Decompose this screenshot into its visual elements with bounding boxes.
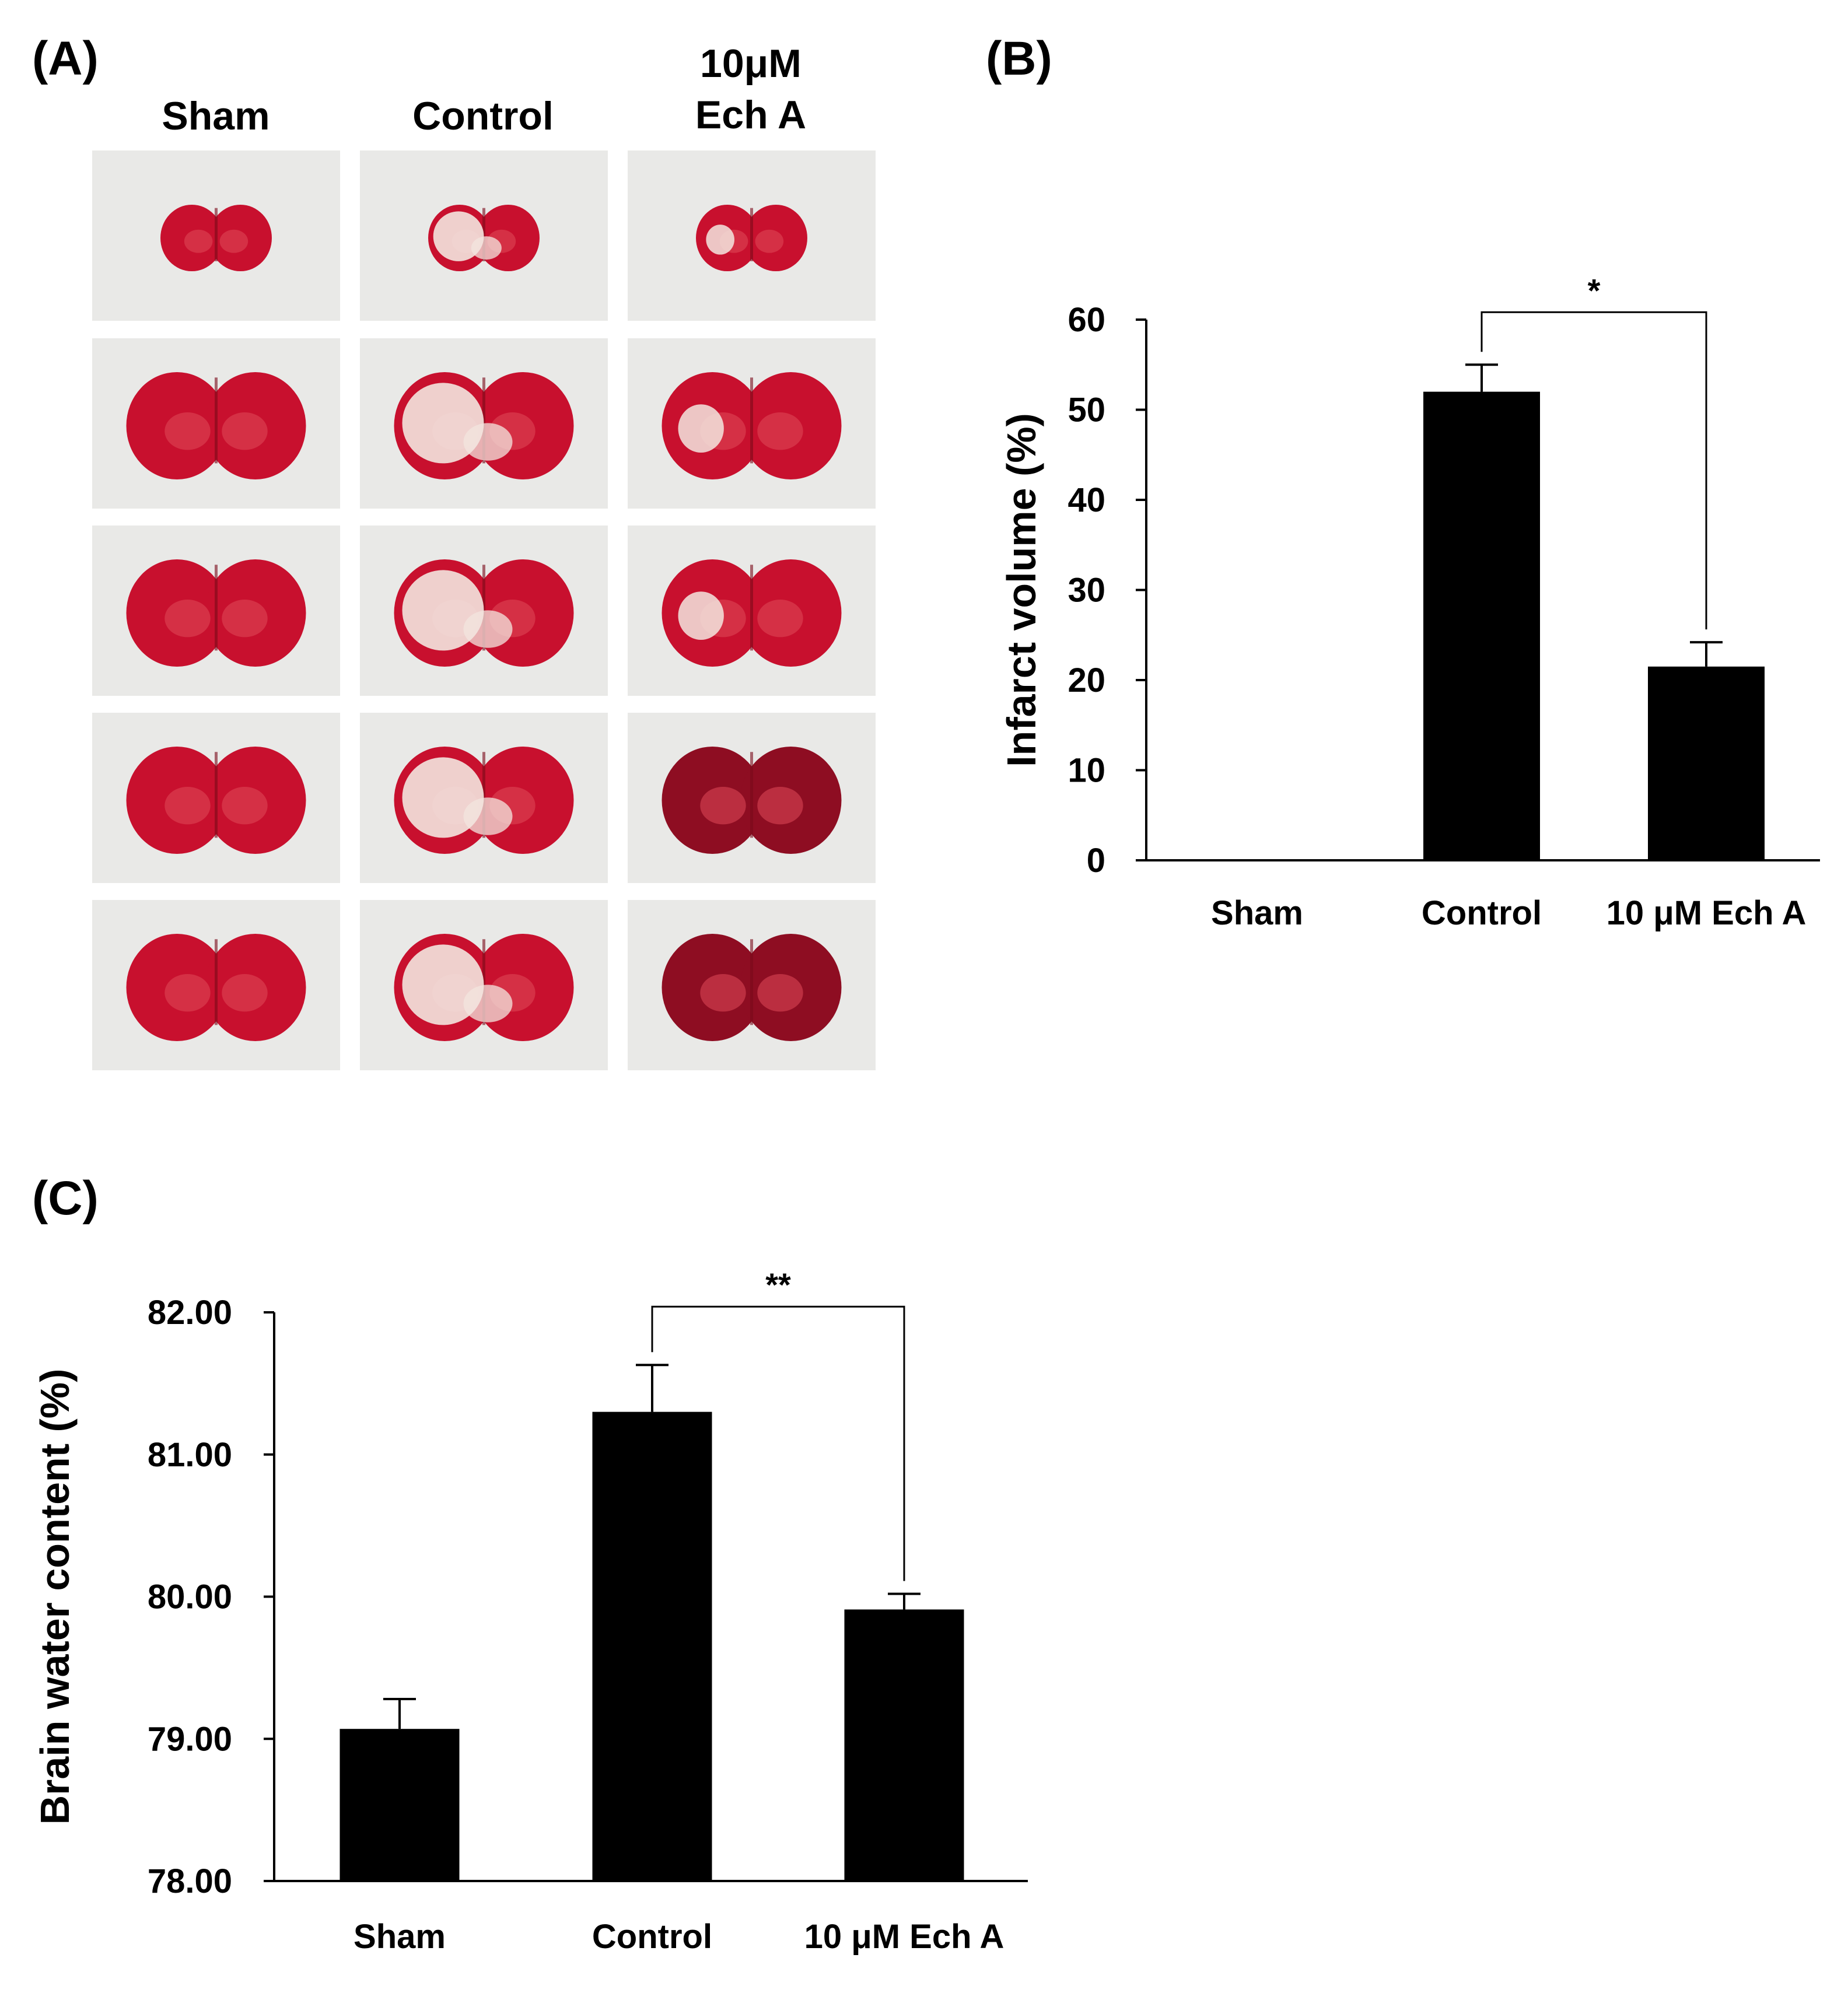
brain-inner-structure	[222, 600, 268, 638]
brain-slice-photo-ech-a-1	[628, 150, 876, 321]
y-tick-label: 10	[1068, 752, 1105, 790]
brain-inner-structure	[222, 412, 268, 450]
brain-slice-photo-sham-1	[92, 150, 340, 321]
infarct-area	[678, 404, 724, 453]
x-category-label: 10 μM Ech A	[1606, 894, 1807, 932]
y-tick-label: 20	[1068, 661, 1105, 699]
y-tick-label: 81.00	[148, 1436, 232, 1474]
y-tick-label: 78.00	[148, 1862, 232, 1900]
infarct-area	[463, 423, 513, 461]
infarct-area	[402, 944, 484, 1025]
brain-slice-photo-grid	[92, 150, 876, 1070]
photo-column-headers: Sham Control 10μM Ech A	[162, 41, 806, 138]
brain-inner-structure	[164, 974, 211, 1012]
brain-inner-structure	[757, 412, 803, 450]
bar-1	[340, 1729, 460, 1881]
brain-slice-photo-control-3	[360, 526, 608, 696]
y-tick-label: 0	[1087, 842, 1105, 880]
brain-slice-photo-control-5	[360, 900, 608, 1070]
significance-label: *	[1588, 272, 1601, 309]
panel-label-a: (A)	[32, 32, 99, 85]
brain-slice-photo-control-2	[360, 338, 608, 509]
column-header-ech-a-line1: 10μM	[700, 41, 802, 86]
infarct-area	[706, 225, 734, 255]
infarct-area	[463, 610, 513, 648]
y-tick-label: 60	[1068, 301, 1105, 339]
brain-slice-photo-ech-a-2	[628, 338, 876, 509]
infarct-area	[402, 383, 484, 464]
y-tick-label: 40	[1068, 481, 1105, 519]
infarct-area	[433, 211, 484, 261]
infarct-area	[402, 757, 484, 838]
brain-inner-structure	[219, 229, 249, 253]
y-tick-label: 80.00	[148, 1578, 232, 1616]
x-category-label: Sham	[1211, 894, 1303, 932]
brain-slice-photo-ech-a-3	[628, 526, 876, 696]
column-header-sham: Sham	[162, 94, 270, 138]
y-axis-title: Infarct volume (%)	[999, 413, 1044, 767]
significance-bracket	[1480, 311, 1707, 630]
brain-inner-structure	[184, 229, 213, 253]
y-axis-title: Brain water content (%)	[32, 1369, 78, 1825]
brain-slice-photo-sham-3	[92, 526, 340, 696]
brain-slice-photo-control-4	[360, 713, 608, 883]
brain-slice-photo-ech-a-4	[628, 713, 876, 883]
brain-inner-structure	[700, 787, 746, 825]
x-category-label: Control	[592, 1918, 712, 1956]
infarct-area	[471, 236, 502, 260]
brain-slice-photo-sham-5	[92, 900, 340, 1070]
panel-label-c: (C)	[32, 1172, 99, 1225]
brain-slice-photo-sham-2	[92, 338, 340, 509]
chart-brain-water-content: 78.00 79.00 80.00 81.00 82.00 Brain water con…	[32, 1266, 1028, 1956]
bar-3	[844, 1609, 964, 1881]
brain-slice-photo-control-1	[360, 150, 608, 321]
brain-inner-structure	[757, 787, 803, 825]
infarct-area	[463, 985, 513, 1022]
bar-2	[592, 1411, 712, 1881]
infarct-area	[402, 570, 484, 651]
brain-slice-photo-sham-4	[92, 713, 340, 883]
brain-slice-photo-ech-a-5	[628, 900, 876, 1070]
infarct-area	[463, 797, 513, 835]
brain-inner-structure	[164, 412, 211, 450]
brain-inner-structure	[757, 600, 803, 638]
brain-inner-structure	[222, 974, 268, 1012]
brain-inner-structure	[164, 787, 211, 825]
brain-inner-structure	[222, 787, 268, 825]
x-category-label: 10 μM Ech A	[804, 1918, 1005, 1956]
significance-label: **	[765, 1266, 791, 1303]
y-tick-label: 82.00	[148, 1294, 232, 1332]
y-tick-label: 50	[1068, 391, 1105, 429]
y-tick-label: 79.00	[148, 1720, 232, 1758]
column-header-control: Control	[412, 94, 554, 138]
brain-inner-structure	[755, 229, 784, 253]
bar-2	[1423, 391, 1540, 860]
chart-infarct-volume: 0 10 20 30 40 50 60 Infarct volume (%) Sham Contr…	[999, 272, 1820, 932]
x-category-label: Sham	[354, 1918, 446, 1956]
panel-label-b: (B)	[986, 32, 1052, 85]
x-category-label: Control	[1422, 894, 1542, 932]
brain-inner-structure	[700, 974, 746, 1012]
y-tick-label: 30	[1068, 572, 1105, 610]
infarct-area	[678, 591, 724, 640]
significance-bracket	[651, 1305, 905, 1581]
brain-inner-structure	[757, 974, 803, 1012]
column-header-ech-a-line2: Ech A	[695, 93, 806, 137]
bar-3	[1648, 666, 1765, 860]
brain-inner-structure	[164, 600, 211, 638]
